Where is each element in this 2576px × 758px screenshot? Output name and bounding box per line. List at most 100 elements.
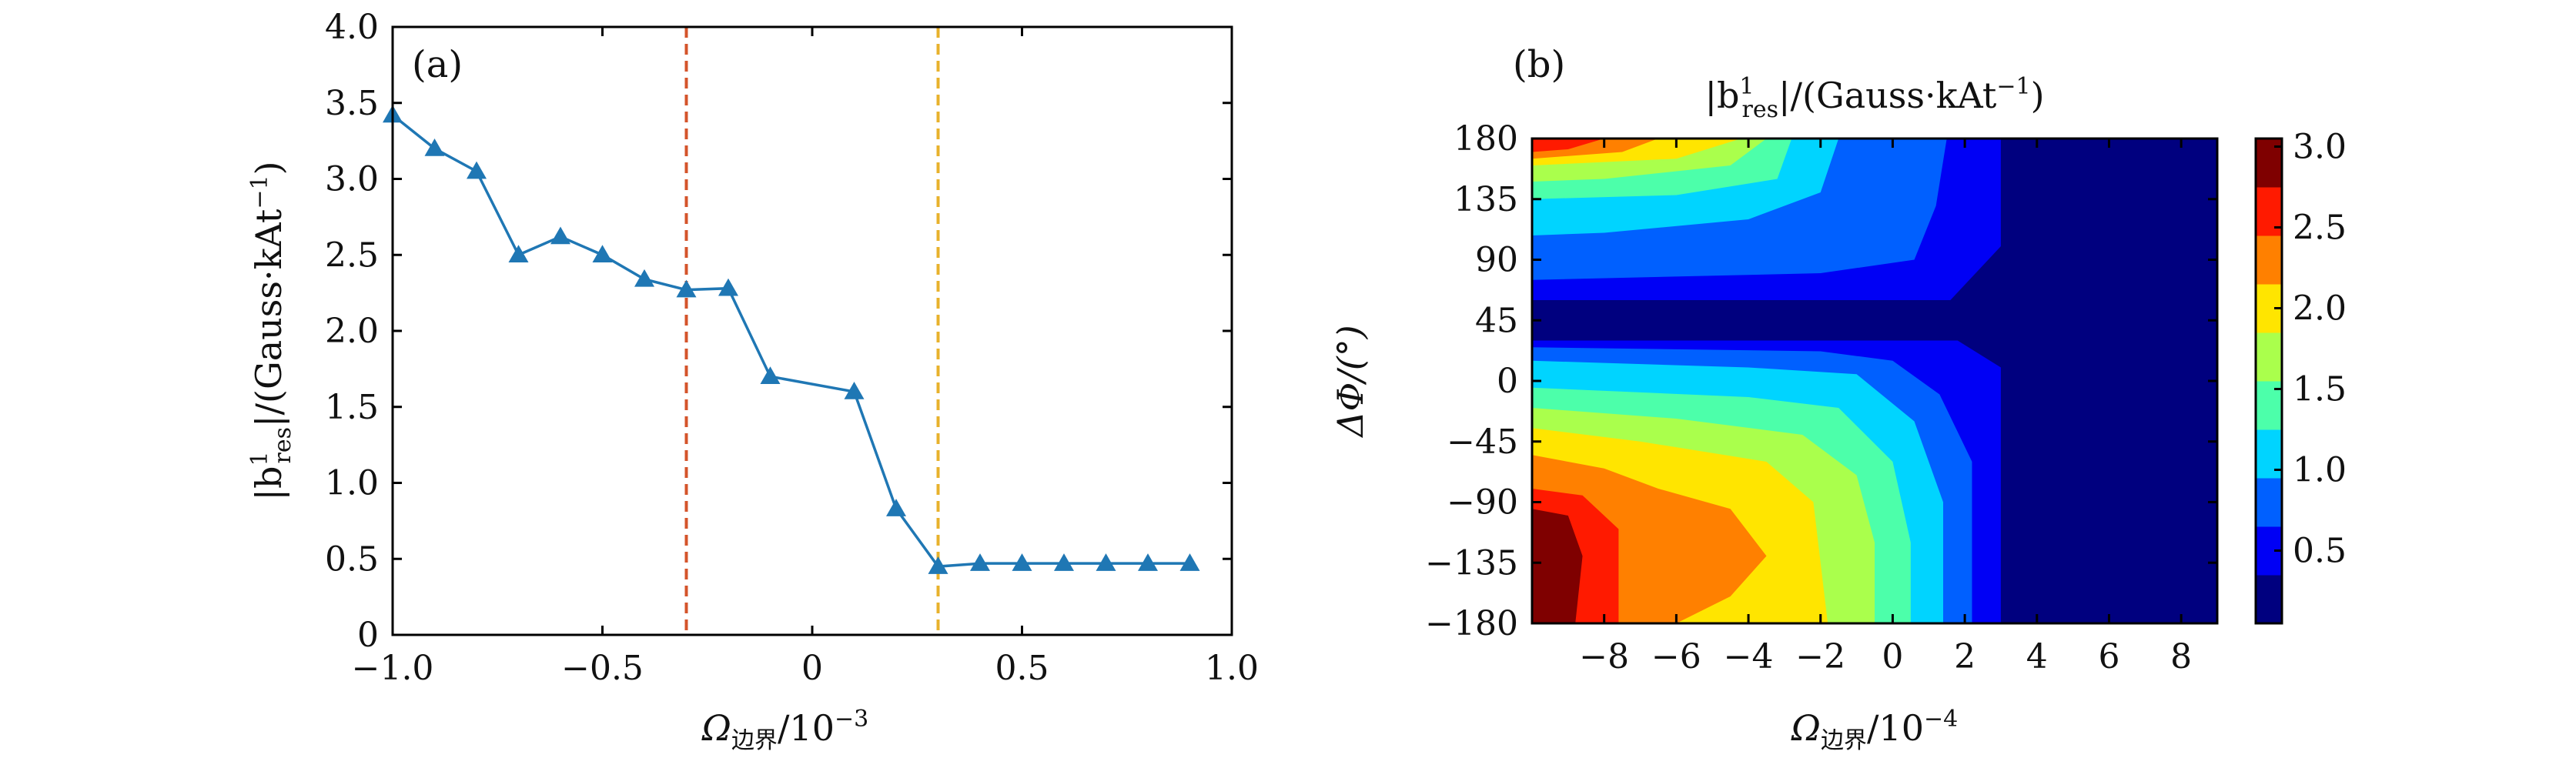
b-y-tick-label: 135 — [1454, 180, 1518, 219]
b-colorbar-tick-label: 3.0 — [2293, 128, 2347, 167]
b-colorbar-band — [2256, 235, 2282, 285]
b-xlabel-symbol: Ω — [1791, 707, 1821, 749]
a-ylabel-sub: res — [269, 427, 296, 464]
b-colorbar-band — [2256, 575, 2282, 624]
a-data-point — [1179, 553, 1200, 571]
a-xlabel-exp: −3 — [835, 706, 868, 733]
a-data-point — [592, 245, 613, 262]
b-y-tick-label: 90 — [1475, 241, 1518, 280]
b-colorbar-tick-label: 1.0 — [2293, 451, 2347, 490]
a-xlabel-unit: /10 — [778, 707, 835, 749]
a-y-axis-label-group: |b1res|/(Gauss·kAt−1) — [246, 161, 296, 500]
b-x-tick-label: 8 — [2170, 637, 2192, 676]
a-data-point — [1096, 553, 1116, 571]
a-data-point — [760, 366, 781, 384]
b-y-tick-label: 45 — [1475, 301, 1518, 340]
a-data-point — [424, 139, 445, 156]
a-ylabel-exp: −1 — [246, 175, 273, 209]
b-panel-label: (b) — [1513, 43, 1565, 86]
a-y-tick-label: 1.5 — [325, 388, 379, 427]
b-y-tick-label: −135 — [1425, 543, 1518, 583]
b-x-tick-label: 2 — [1954, 637, 1975, 676]
a-xlabel-sub: 边界 — [731, 727, 778, 754]
a-y-tick-label: 2.0 — [325, 312, 379, 351]
a-y-tick-label: 2.5 — [325, 235, 379, 275]
b-x-tick-label: 6 — [2098, 637, 2119, 676]
b-title-close: ) — [2031, 75, 2045, 116]
a-y-axis-label: |b1res|/(Gauss·kAt−1) — [246, 161, 296, 500]
b-xlabel-unit: /10 — [1867, 707, 1924, 749]
a-x-tick-label: 1.0 — [1205, 649, 1259, 688]
a-series-path — [391, 114, 1190, 568]
panel-b-contour-map: −8 −6 −4 −2 0 2 4 6 8 18013590450−45−90−135−180 … — [1330, 43, 2347, 754]
a-x-axis-label: Ω边界/10−3 — [701, 706, 868, 754]
b-title-exp: −1 — [1996, 73, 2030, 100]
a-data-point — [970, 553, 990, 571]
a-y-tick-label: 0 — [357, 616, 379, 655]
b-x-tick-label: −4 — [1724, 637, 1774, 676]
b-colorbar-band — [2256, 478, 2282, 527]
b-y-tick-label: 0 — [1497, 362, 1518, 401]
a-series-markers — [383, 105, 1200, 574]
a-y-tick-label: 3.5 — [325, 84, 379, 123]
b-x-axis-label: Ω边界/10−4 — [1791, 706, 1958, 754]
a-y-ticks: 0 0.5 1.0 1.5 2.0 2.5 3.0 3.5 4.0 — [325, 8, 1232, 655]
b-x-tick-label: −6 — [1651, 637, 1701, 676]
b-x-tick-label: −2 — [1795, 637, 1845, 676]
a-xlabel-symbol: Ω — [701, 707, 731, 749]
b-title-post: |/(Gauss·kAt — [1778, 75, 1997, 116]
panel-a-line-chart: −1.0 −0.5 0 0.5 1.0 0 0.5 1.0 1.5 2.0 2.5 3.0 3.5 4.… — [246, 8, 1259, 754]
a-reference-lines — [684, 27, 940, 635]
a-ylabel-close: ) — [248, 161, 289, 175]
b-xlabel-sub: 边界 — [1821, 727, 1867, 754]
b-contour-level-9 — [1532, 509, 1583, 623]
b-y-tick-label: −90 — [1447, 483, 1518, 523]
a-data-point — [1012, 553, 1032, 571]
b-colorbar-tick-label: 1.5 — [2293, 370, 2347, 409]
b-title: |b1 res|/(Gauss·kAt−1) — [1705, 73, 2044, 123]
b-colorbar-tick-label: 2.0 — [2293, 289, 2347, 329]
b-x-ticks: −8 −6 −4 −2 0 2 4 6 8 — [1579, 139, 2192, 676]
a-x-tick-label: 0 — [801, 649, 823, 688]
a-data-point — [928, 556, 948, 574]
a-data-point — [508, 245, 529, 262]
a-y-tick-label: 4.0 — [325, 8, 379, 47]
b-colorbar-frame — [2254, 137, 2283, 625]
b-contour-level-8 — [1532, 139, 1604, 152]
b-x-tick-label: 4 — [2026, 637, 2048, 676]
a-y-tick-label: 0.5 — [325, 539, 379, 579]
a-x-ticks: −1.0 −0.5 0 0.5 1.0 — [352, 27, 1259, 688]
a-x-tick-label: 0.5 — [995, 649, 1049, 688]
b-colorbar-tick-label: 0.5 — [2293, 532, 2347, 571]
b-title-pre: |b — [1705, 75, 1739, 116]
a-panel-label: (a) — [412, 43, 463, 86]
a-y-tick-label: 1.0 — [325, 464, 379, 503]
a-series-line — [391, 114, 1190, 568]
b-x-tick-label: −8 — [1579, 637, 1629, 676]
a-data-point — [550, 226, 570, 245]
a-plot-frame — [391, 25, 1233, 636]
a-data-point — [1054, 553, 1074, 571]
b-title-sub: res — [1742, 96, 1779, 123]
a-data-point — [886, 499, 906, 516]
a-data-point — [718, 278, 738, 296]
b-y-tick-label: −180 — [1425, 604, 1518, 643]
a-x-tick-label: −0.5 — [561, 649, 644, 688]
b-x-tick-label: 0 — [1882, 637, 1903, 676]
a-y-tick-label: 3.0 — [325, 160, 379, 199]
a-ylabel-pre: |b — [248, 466, 289, 501]
b-y-tick-label: −45 — [1447, 422, 1518, 462]
a-data-point — [676, 279, 697, 298]
b-colorbar-ticks: 3.0 2.5 2.0 1.5 1.0 0.5 — [2274, 128, 2347, 571]
a-data-point — [844, 382, 865, 399]
b-xlabel-exp: −4 — [1924, 706, 1958, 733]
a-data-point — [1138, 553, 1158, 571]
b-contour-fills — [1532, 139, 2217, 623]
b-colorbar-band — [2256, 332, 2282, 382]
b-y-axis-label: ΔΦ/(°) — [1330, 325, 1371, 438]
a-ylabel-sup: 1 — [246, 452, 273, 466]
a-ylabel-post: |/(Gauss·kAt — [248, 209, 289, 427]
a-x-tick-label: −1.0 — [352, 649, 434, 688]
a-data-point — [634, 269, 654, 287]
